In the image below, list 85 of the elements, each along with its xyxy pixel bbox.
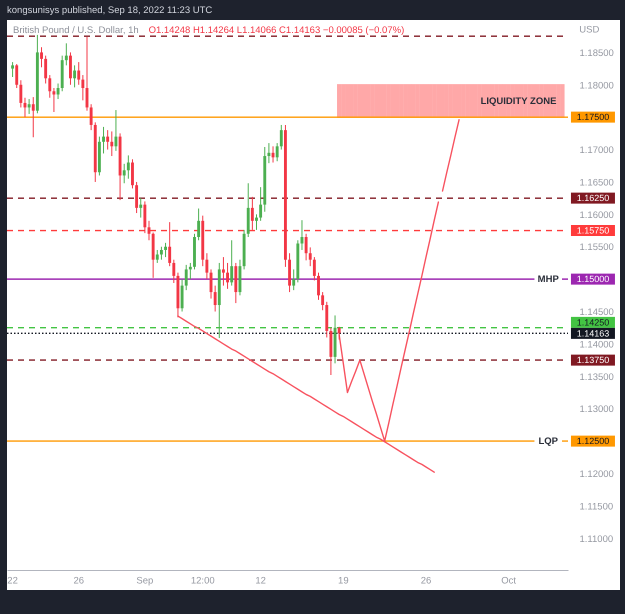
candlestick bbox=[52, 88, 56, 112]
candlestick bbox=[126, 154, 130, 180]
ref-line-label: 1.14250 bbox=[576, 317, 610, 328]
ref-line-label: 1.15000 bbox=[576, 274, 610, 284]
ref-line-label: 1.12500 bbox=[576, 436, 610, 446]
candlestick bbox=[168, 222, 172, 267]
y-tick-label: 1.13000 bbox=[580, 404, 614, 416]
ref-line-label: 1.14163 bbox=[576, 328, 610, 338]
annotation: MHP bbox=[538, 274, 560, 286]
candlestick bbox=[160, 246, 163, 260]
line-series bbox=[442, 119, 460, 192]
y-tick-label: 1.18000 bbox=[580, 80, 614, 92]
candlestick bbox=[188, 262, 192, 280]
candlestick bbox=[28, 98, 31, 114]
candlestick bbox=[81, 74, 84, 101]
y-tick-label: 1.13500 bbox=[580, 372, 614, 383]
text: kongsunisys published, Sep 18, 2022 11:23 UTC bbox=[7, 5, 212, 16]
y-tick-label: 1.17000 bbox=[580, 145, 614, 156]
candlestick bbox=[106, 130, 110, 150]
candlestick bbox=[230, 240, 234, 286]
candlestick bbox=[210, 268, 212, 300]
x-tick-label: 22 bbox=[7, 576, 18, 586]
candlestick bbox=[40, 46, 43, 68]
candlestick bbox=[272, 146, 274, 164]
ref-line-label: 1.13750 bbox=[576, 355, 610, 366]
text: British Pound / U.S. Dollar, 1h bbox=[13, 25, 139, 36]
x-tick-label: 26 bbox=[420, 576, 432, 586]
candlestick bbox=[86, 36, 88, 112]
candlestick bbox=[255, 214, 258, 230]
candlestick bbox=[197, 208, 200, 241]
candlestick bbox=[317, 272, 320, 300]
x-tick-label: 26 bbox=[73, 576, 84, 586]
x-tick-label: Sep bbox=[136, 576, 154, 586]
y-tick-label: 1.11000 bbox=[580, 534, 614, 545]
candlestick bbox=[276, 142, 279, 162]
y-tick-label: 1.16500 bbox=[580, 177, 614, 188]
candlestick bbox=[114, 110, 118, 152]
candlestick bbox=[250, 196, 254, 230]
y-tick-label: 1.15500 bbox=[580, 242, 614, 254]
candlestick bbox=[226, 262, 229, 290]
candlestick bbox=[267, 142, 270, 164]
y-tick-label: 1.18500 bbox=[580, 48, 614, 59]
candlestick bbox=[214, 285, 217, 312]
candlestick bbox=[56, 82, 60, 100]
annotation: LQP bbox=[538, 436, 559, 448]
candlestick bbox=[205, 252, 208, 280]
x-tick-label: 12 bbox=[255, 576, 266, 586]
y-tick-label: 1.14000 bbox=[580, 339, 614, 350]
annotation: LIQUIDITY ZONE bbox=[480, 96, 556, 107]
candlestick bbox=[102, 126, 105, 154]
y-tick-label: 1.14500 bbox=[580, 307, 614, 318]
candlestick bbox=[73, 64, 76, 88]
ref-line-label: 1.16250 bbox=[576, 193, 610, 204]
candlestick bbox=[131, 158, 134, 189]
candlestick bbox=[135, 181, 138, 214]
ref-line-label: 1.17500 bbox=[576, 112, 610, 122]
candlestick bbox=[64, 42, 68, 66]
candlestick bbox=[90, 104, 93, 131]
candlestick bbox=[304, 233, 308, 261]
candlestick bbox=[259, 186, 262, 222]
y-axis-title: USD bbox=[579, 24, 600, 36]
candlestick bbox=[11, 62, 14, 78]
candlestick bbox=[24, 97, 26, 118]
candlestick bbox=[321, 292, 324, 311]
y-tick-label: 1.16000 bbox=[580, 210, 614, 221]
x-tick-label: Oct bbox=[501, 576, 516, 586]
candlestick bbox=[222, 256, 225, 286]
y-tick-label: 1.11500 bbox=[580, 501, 614, 512]
candlestick bbox=[139, 198, 142, 218]
candlestick bbox=[338, 326, 341, 340]
ref-line-label: 1.15750 bbox=[576, 226, 610, 236]
candlestick bbox=[312, 256, 316, 281]
y-tick-label: 1.12000 bbox=[580, 468, 614, 480]
candlestick bbox=[300, 220, 304, 250]
candlestick bbox=[143, 200, 146, 234]
candlestick bbox=[19, 80, 22, 108]
candlestick bbox=[172, 259, 176, 284]
annotation: O1.14248 H1.14264 L1.14066 C1.14163 −0.00085 (−0.07%) bbox=[148, 25, 404, 36]
candlestick bbox=[180, 278, 184, 312]
candlestick bbox=[44, 55, 48, 84]
candlestick bbox=[69, 52, 72, 86]
candlestick bbox=[164, 242, 167, 258]
x-tick-label: 19 bbox=[338, 576, 349, 586]
x-tick-label: 12:00 bbox=[190, 576, 215, 586]
candlestick bbox=[148, 220, 150, 241]
